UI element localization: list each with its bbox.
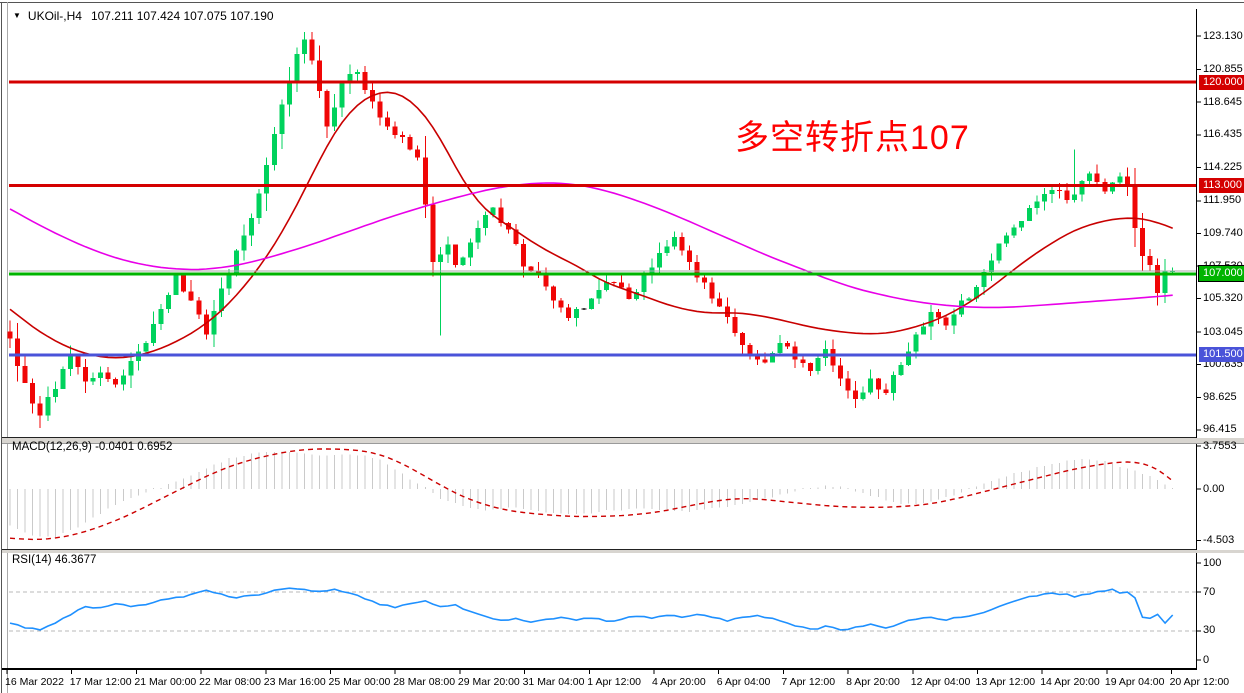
rsi-line	[9, 587, 1174, 631]
ma-fast-line	[9, 91, 1173, 359]
candles-group	[7, 31, 1176, 428]
chart-symbol-period: UKOil-,H4	[27, 9, 82, 23]
chart-title: ▼ UKOil-,H4 107.211 107.424 107.075 107.19…	[13, 9, 274, 23]
annotation-text[interactable]: 多空转折点107	[735, 119, 970, 157]
chart-ohlc-values: 107.211 107.424 107.075 107.190	[90, 9, 274, 23]
axis-ticks	[6, 35, 1201, 674]
macd-indicator-label: MACD(12,26,9) -0.0401 0.6952	[12, 441, 173, 453]
macd-signal-line	[9, 448, 1174, 541]
ma-slow-line	[9, 182, 1173, 309]
macd-histogram	[9, 451, 1174, 538]
rsi-indicator-label: RSI(14) 46.3677	[12, 554, 97, 566]
symbol-dropdown-icon[interactable]: ▼	[13, 11, 21, 20]
